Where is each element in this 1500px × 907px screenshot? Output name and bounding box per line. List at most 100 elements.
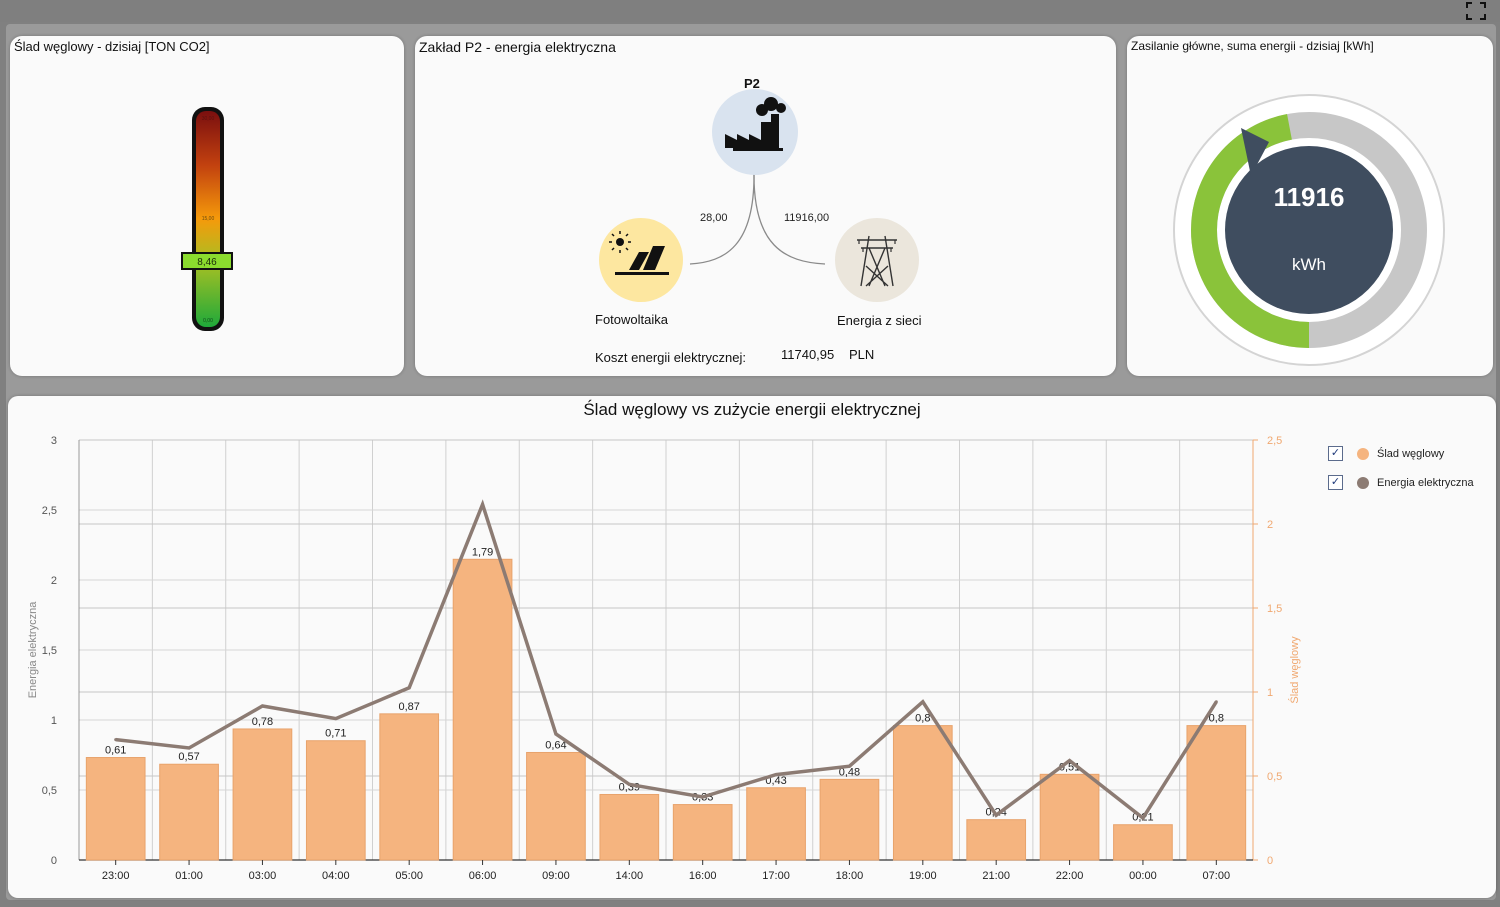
gauge-unit: kWh <box>1292 255 1326 274</box>
energy-point <box>1141 816 1145 820</box>
fullscreen-icon[interactable] <box>1466 2 1486 20</box>
left-tick-label: 0,5 <box>42 785 57 797</box>
x-tick-label: 18:00 <box>836 870 864 882</box>
right-tick-label: 2 <box>1267 519 1273 531</box>
energy-point <box>847 764 851 768</box>
x-tick-label: 00:00 <box>1129 870 1157 882</box>
x-tick-label: 14:00 <box>616 870 644 882</box>
plant-panel-title: Zakład P2 - energia elektryczna <box>419 39 616 55</box>
energy-point <box>407 686 411 690</box>
x-tick-label: 07:00 <box>1203 870 1231 882</box>
bar-data-label: 0,8 <box>1209 713 1224 725</box>
bar <box>232 728 293 861</box>
right-tick-label: 0 <box>1267 855 1273 867</box>
plant-label: P2 <box>744 76 760 91</box>
bar <box>892 725 953 861</box>
energy-point <box>1068 759 1072 763</box>
bar <box>379 713 440 861</box>
factory-icon[interactable] <box>712 89 798 175</box>
carbon-vs-energy-chart-panel: Ślad węglowy vs zużycie energii elektryc… <box>8 396 1496 898</box>
energy-flow-diagram <box>599 89 919 302</box>
bar <box>159 763 219 861</box>
x-tick-label: 23:00 <box>102 870 130 882</box>
bar <box>85 757 146 861</box>
right-tick-label: 1,5 <box>1267 603 1282 615</box>
cost-label: Koszt energii elektrycznej: <box>595 350 747 365</box>
left-tick-label: 2,5 <box>42 505 57 517</box>
x-tick-label: 16:00 <box>689 870 717 882</box>
x-tick-label: 04:00 <box>322 870 350 882</box>
legend-label-carbon: Ślad węglowy <box>1377 447 1445 460</box>
legend-dot-carbon <box>1357 447 1369 460</box>
right-tick-label: 1 <box>1267 687 1273 699</box>
bar <box>966 819 1027 861</box>
carbon-footprint-panel: Ślad węglowy - dzisiaj [TON CO2] 30,00 1… <box>10 36 404 376</box>
plant-energy-panel: Zakład P2 - energia elektryczna P2 28,00… <box>415 36 1116 376</box>
energy-line <box>115 499 1218 821</box>
bar <box>526 751 586 861</box>
x-tick-label: 06:00 <box>469 870 497 882</box>
bar <box>819 778 880 861</box>
energy-point <box>554 732 558 736</box>
x-tick-label: 22:00 <box>1056 870 1084 882</box>
gauge-value: 11916 <box>1274 182 1345 212</box>
carbon-value-label: 8,46 <box>197 257 217 268</box>
energy-point <box>701 795 705 799</box>
x-tick-label: 03:00 <box>249 870 277 882</box>
energy-gauge: 11916 kWh <box>1173 94 1445 366</box>
bar-data-label: 0,78 <box>252 716 273 728</box>
x-tick-label: 05:00 <box>395 870 423 882</box>
left-tick-label: 1,5 <box>42 645 57 657</box>
legend-item-carbon[interactable]: ✓ Ślad węglowy <box>1328 446 1444 461</box>
energy-point <box>334 717 338 721</box>
energy-point <box>774 773 778 777</box>
energy-point <box>114 738 118 742</box>
x-tick-label: 01:00 <box>175 870 203 882</box>
combo-chart: 0 0,5 1 1,5 2 2,5 3 0 0,5 1 1,5 2 2,5 Energia elektry… <box>27 435 1301 882</box>
bar-data-label: 0,64 <box>545 739 566 751</box>
bar <box>672 804 733 861</box>
bar <box>1186 725 1247 861</box>
left-axis-title: Energia elektryczna <box>27 601 39 698</box>
legend-checkbox-carbon[interactable]: ✓ <box>1328 446 1343 461</box>
bar <box>599 793 660 861</box>
grid-value: 11916,00 <box>784 212 830 224</box>
main-power-panel: Zasilanie główne, suma energii - dzisiaj… <box>1127 36 1493 376</box>
left-tick-label: 3 <box>51 435 57 447</box>
bar-data-label: 0,57 <box>178 751 199 763</box>
bar-data-label: 0,61 <box>105 745 126 757</box>
chart-title: Ślad węglowy vs zużycie energii elektryc… <box>583 400 921 419</box>
x-tick-label: 21:00 <box>982 870 1010 882</box>
cost-value: 11740,95 <box>781 347 835 362</box>
top-bar <box>0 0 1500 22</box>
legend-checkbox-energy[interactable]: ✓ <box>1328 475 1343 490</box>
energy-point <box>260 704 264 708</box>
energy-point <box>1214 700 1218 704</box>
x-tick-label: 19:00 <box>909 870 937 882</box>
energy-point <box>921 700 925 704</box>
bar <box>305 740 366 861</box>
pv-value: 28,00 <box>700 212 728 224</box>
thermo-mid-label: 15,00 <box>202 216 215 222</box>
solar-panel-icon[interactable] <box>599 218 683 302</box>
legend-dot-energy <box>1357 476 1369 489</box>
bar-data-label: 0,87 <box>398 701 419 713</box>
thermo-bottom-label: 0,00 <box>203 318 213 324</box>
legend-label-energy: Energia elektryczna <box>1377 476 1474 489</box>
bar-data-label: 1,79 <box>472 546 493 558</box>
power-panel-title: Zasilanie główne, suma energii - dzisiaj… <box>1131 39 1374 53</box>
power-tower-icon[interactable] <box>835 218 919 302</box>
energy-point <box>481 502 485 506</box>
thermo-top-label: 30,00 <box>202 116 215 122</box>
bar <box>1113 824 1173 861</box>
grid-label: Energia z sieci <box>837 313 922 328</box>
energy-point <box>187 746 191 750</box>
bar <box>746 787 806 861</box>
carbon-thermometer: 30,00 15,00 0,00 8,46 <box>181 107 233 331</box>
right-tick-label: 0,5 <box>1267 771 1282 783</box>
left-tick-label: 2 <box>51 575 57 587</box>
bar-data-label: 0,48 <box>839 766 860 778</box>
legend-item-energy[interactable]: ✓ Energia elektryczna <box>1328 475 1474 490</box>
bar-data-label: 0,71 <box>325 728 346 740</box>
energy-point <box>994 813 998 817</box>
